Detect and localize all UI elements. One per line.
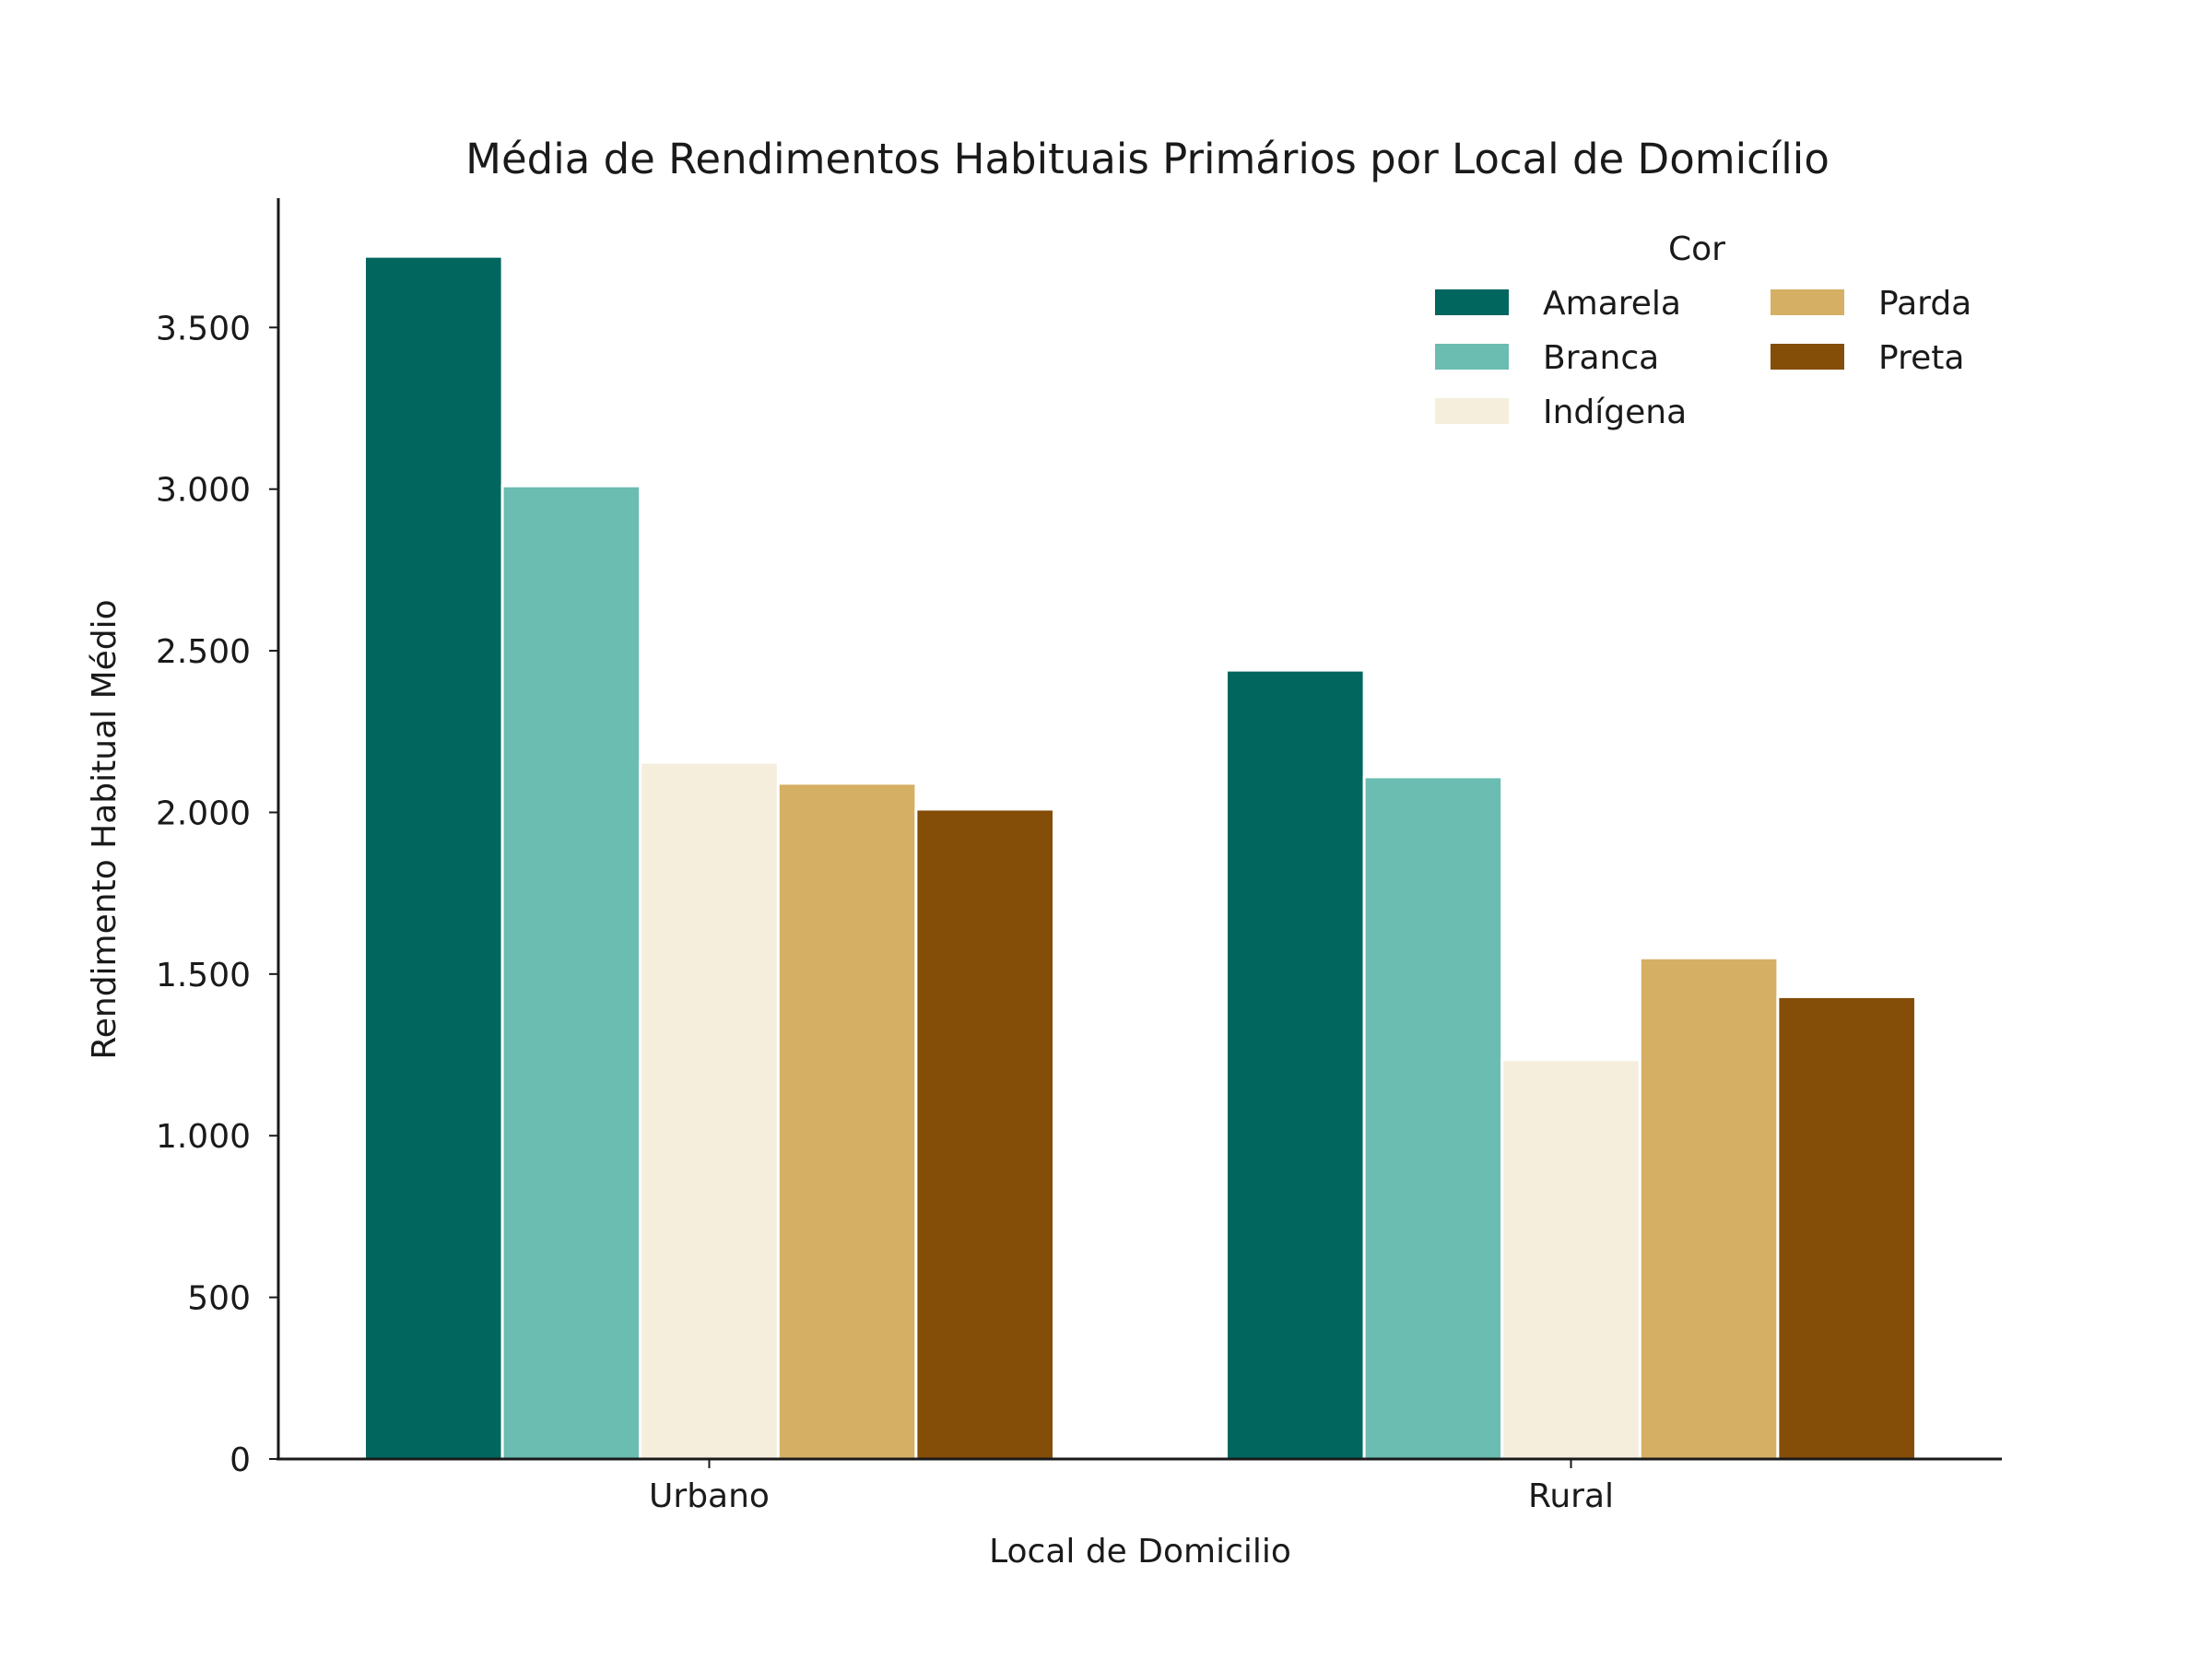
- bar-rural-branca: [1362, 775, 1504, 1461]
- bars-layer: [363, 254, 1918, 1461]
- x-axis-ticks: Urbano Rural: [649, 1459, 1614, 1515]
- legend-label-amarela: Amarela: [1543, 285, 1681, 323]
- chart-title: Média de Rendimentos Habituais Primários…: [465, 135, 1830, 183]
- legend-label-parda: Parda: [1878, 285, 1971, 323]
- bar-urbano-amarela: [363, 254, 504, 1461]
- bar-urbano-preta: [914, 807, 1056, 1461]
- y-axis-ticks: 0 500 1.000 1.500 2.000 2.500 3.000 3.500: [156, 310, 278, 1479]
- legend-swatch-preta: [1771, 344, 1844, 370]
- legend-title: Cor: [1668, 230, 1725, 268]
- x-axis-title: Local de Domicilio: [989, 1533, 1291, 1571]
- x-tick-label: Rural: [1528, 1477, 1614, 1515]
- bar-rural-amarela: [1225, 668, 1366, 1461]
- y-tick-label: 3.000: [156, 472, 251, 510]
- y-axis-title: Rendimento Habitual Médio: [86, 599, 124, 1059]
- legend-label-branca: Branca: [1543, 339, 1659, 377]
- y-tick-label: 1.500: [156, 957, 251, 994]
- legend-label-indígena: Indígena: [1543, 394, 1687, 431]
- y-tick-label: 2.000: [156, 794, 251, 832]
- bar-urbano-branca: [500, 484, 642, 1461]
- y-tick-label: 2.500: [156, 633, 251, 671]
- legend: Cor Amarela Branca Indígena Parda Preta: [1435, 230, 1971, 431]
- y-tick-label: 0: [229, 1441, 251, 1479]
- legend-swatch-amarela: [1435, 289, 1509, 315]
- y-tick-label: 3.500: [156, 310, 251, 347]
- bar-urbano-parda: [776, 782, 918, 1461]
- legend-label-preta: Preta: [1878, 339, 1964, 377]
- y-tick-label: 1.000: [156, 1118, 251, 1156]
- legend-swatch-branca: [1435, 344, 1509, 370]
- legend-swatch-indígena: [1435, 398, 1509, 424]
- bar-rural-parda: [1638, 956, 1780, 1461]
- legend-swatch-parda: [1771, 289, 1844, 315]
- bar-rural-indígena: [1500, 1058, 1641, 1461]
- x-tick-label: Urbano: [649, 1477, 770, 1515]
- bar-urbano-indígena: [639, 760, 780, 1461]
- y-tick-label: 500: [187, 1280, 251, 1318]
- bar-rural-preta: [1776, 994, 1918, 1461]
